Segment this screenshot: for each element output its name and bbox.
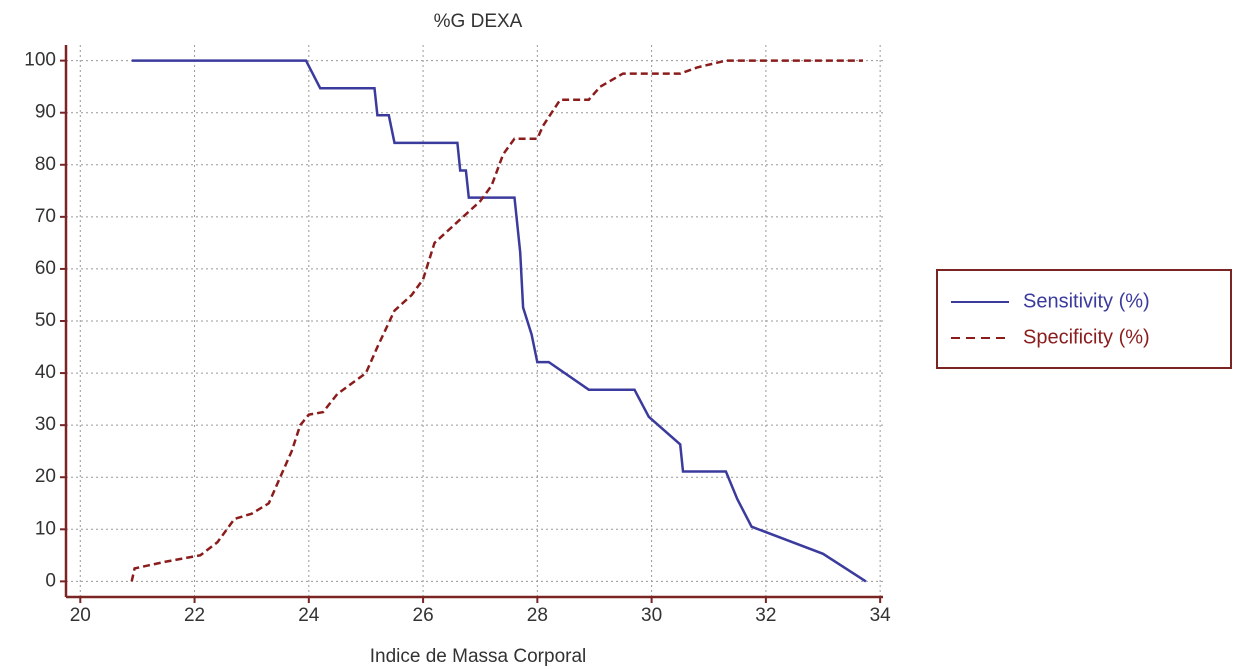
x-tick-label: 28 xyxy=(527,605,548,626)
y-tick-label: 100 xyxy=(24,50,56,71)
x-tick-label: 20 xyxy=(70,605,91,626)
y-tick-label: 60 xyxy=(35,258,56,279)
x-axis-label: Indice de Massa Corporal xyxy=(370,646,587,667)
x-tick-label: 34 xyxy=(870,605,892,626)
x-tick-label: 30 xyxy=(641,605,662,626)
y-tick-label: 50 xyxy=(35,310,56,331)
legend-label: Sensitivity (%) xyxy=(1023,290,1150,312)
y-tick-label: 10 xyxy=(35,518,56,539)
y-tick-label: 90 xyxy=(35,102,56,123)
legend-box xyxy=(936,269,1232,369)
y-tick-label: 70 xyxy=(35,206,56,227)
data-line xyxy=(131,59,867,583)
x-tick-label: 24 xyxy=(298,605,320,626)
y-tick-label: 20 xyxy=(35,466,56,487)
y-tick-label: 0 xyxy=(45,570,56,591)
data-line xyxy=(130,59,863,582)
y-tick-label: 40 xyxy=(35,362,56,383)
y-tick-label: 80 xyxy=(35,154,56,175)
y-tick-label: 30 xyxy=(35,414,56,435)
x-tick-label: 32 xyxy=(755,605,776,626)
x-tick-label: 26 xyxy=(413,605,434,626)
chart-title: %G DEXA xyxy=(434,11,523,32)
x-tick-label: 22 xyxy=(184,605,205,626)
legend-label: Specificity (%) xyxy=(1023,326,1150,348)
